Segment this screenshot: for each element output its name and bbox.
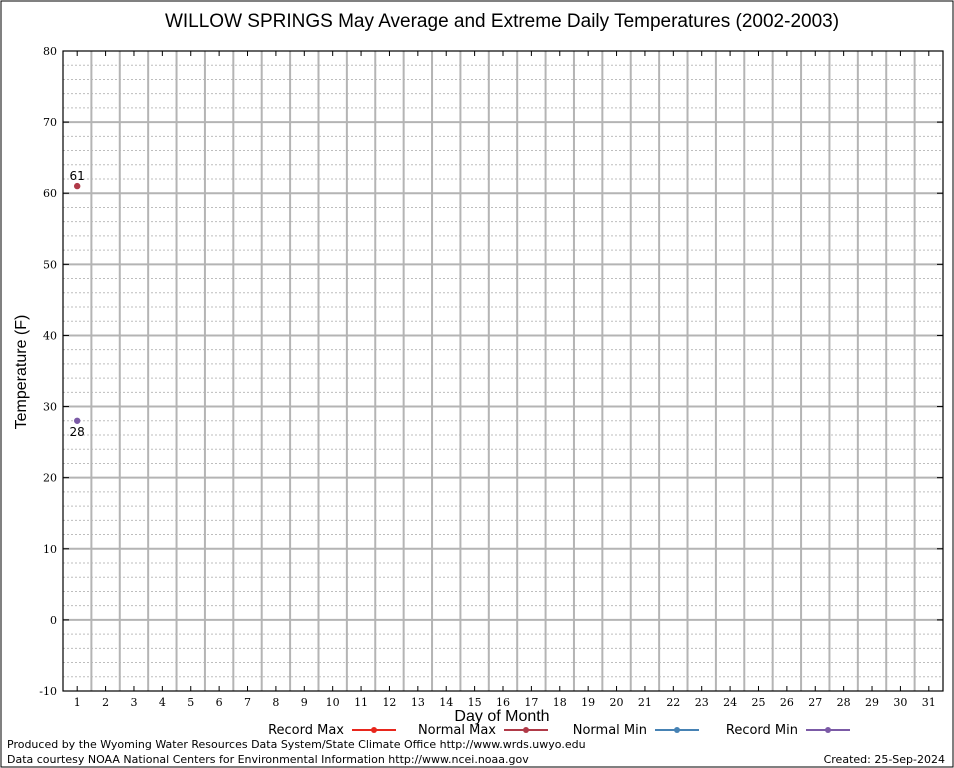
y-tick-label: 0 — [50, 614, 57, 627]
x-tick-label: 28 — [837, 696, 851, 709]
x-tick-label: 17 — [524, 696, 538, 709]
y-axis-label: Temperature (F) — [13, 315, 30, 430]
x-tick-label: 3 — [130, 696, 137, 709]
legend-marker — [674, 727, 680, 733]
x-tick-label: 16 — [496, 696, 510, 709]
x-tick-label: 7 — [244, 696, 251, 709]
x-tick-label: 10 — [326, 696, 340, 709]
x-tick-label: 27 — [808, 696, 822, 709]
legend-marker — [825, 727, 831, 733]
y-tick-label: 20 — [43, 472, 57, 485]
footer-data-courtesy: Data courtesy NOAA National Centers for … — [7, 753, 529, 766]
legend: Record Max Normal Max Normal Min Record Min — [268, 723, 850, 738]
legend-label: Normal Max — [418, 723, 496, 738]
legend-label: Record Min — [726, 723, 798, 738]
x-tick-label: 26 — [780, 696, 794, 709]
legend-marker — [371, 727, 377, 733]
footer-produced-by: Produced by the Wyoming Water Resources … — [7, 738, 586, 751]
grid — [63, 51, 943, 691]
x-tick-label: 19 — [581, 696, 595, 709]
y-tick-label: 40 — [43, 329, 57, 342]
legend-marker — [523, 727, 529, 733]
x-tick-label: 12 — [382, 696, 396, 709]
x-tick-label: 20 — [610, 696, 624, 709]
y-tick-label: 60 — [43, 187, 57, 200]
y-tick-label: 50 — [43, 258, 57, 271]
footer-created-date: Created: 25-Sep-2024 — [824, 753, 945, 766]
x-tick-label: 9 — [301, 696, 308, 709]
y-tick-label: -10 — [39, 685, 57, 698]
data-label: 28 — [70, 425, 85, 439]
legend-label: Normal Min — [573, 723, 647, 738]
y-tick-label: 30 — [43, 401, 57, 414]
x-tick-label: 25 — [751, 696, 765, 709]
x-tick-label: 29 — [865, 696, 879, 709]
y-tick-label: 80 — [43, 45, 57, 58]
x-tick-label: 14 — [439, 696, 453, 709]
x-tick-label: 4 — [159, 696, 166, 709]
y-tick-label: 70 — [43, 116, 57, 129]
data-point — [73, 417, 81, 424]
x-tick-label: 31 — [922, 696, 936, 709]
x-axis-label: Day of Month — [454, 708, 549, 725]
data-label: 61 — [70, 169, 85, 183]
x-tick-label: 11 — [354, 696, 368, 709]
data-point — [73, 182, 81, 190]
legend-label: Record Max — [268, 723, 344, 738]
series-layer: 61 28 — [70, 169, 85, 439]
x-tick-label: 8 — [272, 696, 279, 709]
x-tick-label: 18 — [553, 696, 567, 709]
x-tick-label: 5 — [187, 696, 194, 709]
x-tick-label: 23 — [695, 696, 709, 709]
chart-title: WILLOW SPRINGS May Average and Extreme D… — [165, 11, 839, 32]
x-tick-label: 13 — [411, 696, 425, 709]
x-tick-label: 21 — [638, 696, 652, 709]
x-tick-label: 1 — [74, 696, 81, 709]
x-tick-label: 6 — [216, 696, 223, 709]
x-tick-label: 22 — [666, 696, 680, 709]
x-tick-label: 2 — [102, 696, 109, 709]
x-tick-label: 15 — [468, 696, 482, 709]
x-tick-label: 30 — [893, 696, 907, 709]
y-tick-label: 10 — [43, 543, 57, 556]
x-tick-label: 24 — [723, 696, 737, 709]
